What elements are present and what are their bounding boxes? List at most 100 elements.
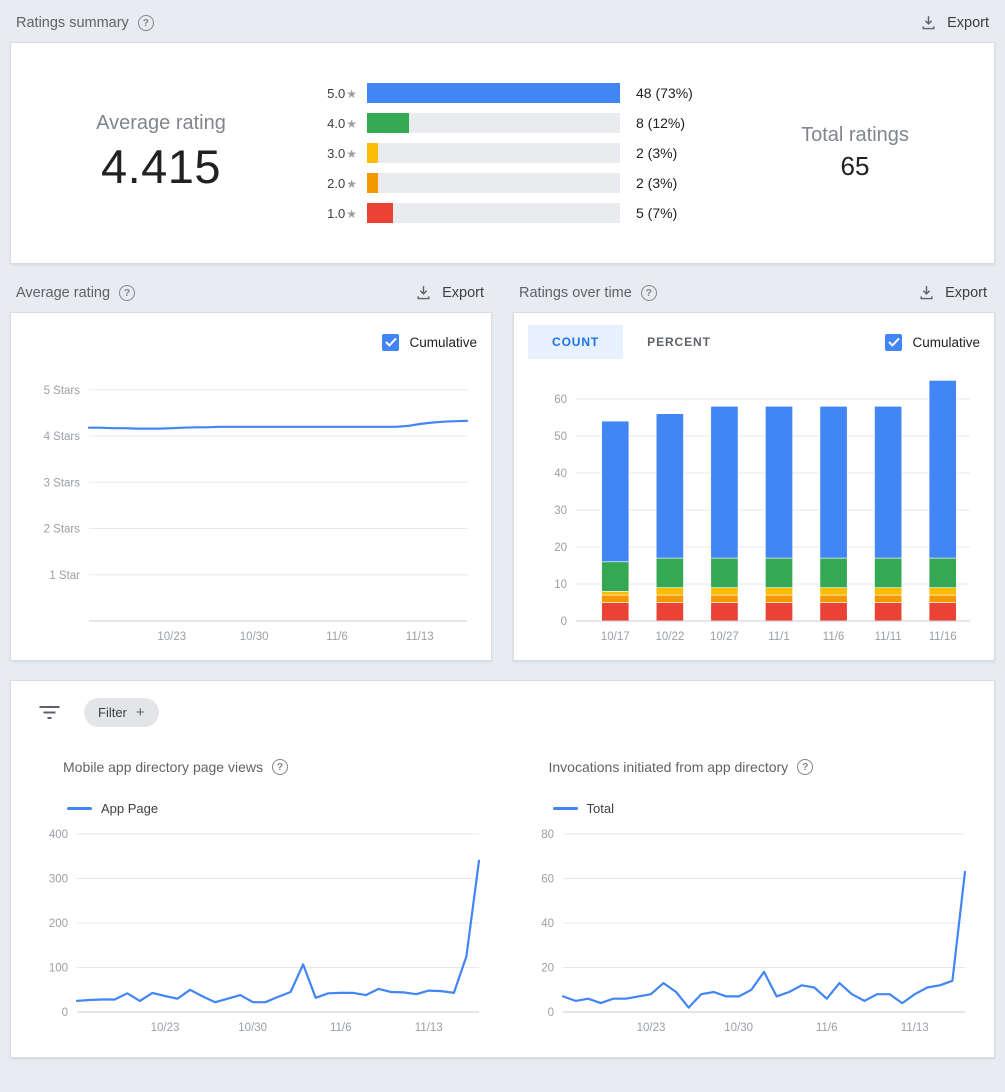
average-rating-label: Average rating bbox=[96, 112, 226, 134]
svg-text:60: 60 bbox=[541, 874, 554, 886]
average-rating-section-title: Average rating bbox=[16, 284, 111, 301]
svg-text:1 Star: 1 Star bbox=[49, 570, 80, 582]
export-button[interactable]: Export bbox=[415, 284, 484, 301]
star-level-label: 5.0★ bbox=[327, 85, 357, 101]
average-rating-value: 4.415 bbox=[100, 140, 222, 193]
svg-text:11/6: 11/6 bbox=[330, 1022, 352, 1034]
ratings-over-time-card: COUNT PERCENT Cumulative 0 10 20 30 40 50 60 10… bbox=[513, 312, 995, 661]
rating-bar-track bbox=[367, 83, 620, 103]
page-views-legend: App Page bbox=[67, 801, 485, 816]
star-level-label: 2.0★ bbox=[327, 175, 357, 191]
svg-text:0: 0 bbox=[547, 1007, 553, 1019]
svg-text:40: 40 bbox=[541, 918, 554, 930]
distribution-row: 2.0★ 2 (3%) bbox=[311, 173, 716, 193]
cumulative-label: Cumulative bbox=[409, 334, 477, 350]
page-views-legend-label: App Page bbox=[101, 801, 159, 816]
svg-text:11/1: 11/1 bbox=[768, 631, 790, 643]
export-button[interactable]: Export bbox=[920, 14, 989, 31]
svg-text:11/13: 11/13 bbox=[415, 1022, 443, 1034]
download-icon bbox=[417, 286, 430, 300]
svg-text:11/11: 11/11 bbox=[875, 631, 902, 643]
star-icon: ★ bbox=[346, 146, 357, 161]
middle-charts-row: Average rating ? Export Cumulat bbox=[10, 270, 995, 661]
svg-text:11/16: 11/16 bbox=[929, 631, 957, 643]
svg-text:100: 100 bbox=[49, 963, 68, 975]
star-icon: ★ bbox=[346, 116, 357, 131]
help-icon[interactable]: ? bbox=[137, 14, 154, 31]
download-icon bbox=[922, 16, 935, 30]
cumulative-label: Cumulative bbox=[912, 334, 980, 350]
page-views-line-chart: 0 100 200 300 400 10/23 10/30 11/6 11/13 bbox=[49, 829, 481, 1034]
rating-bar-fill bbox=[367, 143, 378, 163]
rating-count-label: 5 (7%) bbox=[636, 205, 678, 221]
svg-text:5 Stars: 5 Stars bbox=[44, 385, 81, 397]
ratings-over-time-header: Ratings over time ? Export bbox=[513, 270, 995, 312]
rating-bar-fill bbox=[367, 203, 394, 223]
svg-text:10/23: 10/23 bbox=[636, 1022, 665, 1034]
svg-text:11/6: 11/6 bbox=[326, 631, 348, 643]
distribution-list: 5.0★ 48 (73%) 4.0★ 8 (12%) 3.0★ 2 (3%) 2.0★ 2 (… bbox=[311, 73, 716, 233]
invocations-line-chart: 0 20 40 60 80 10/23 10/30 11/6 11/13 bbox=[541, 829, 966, 1034]
filter-row: Filter + bbox=[11, 681, 994, 735]
svg-text:30: 30 bbox=[554, 505, 567, 517]
total-ratings-label: Total ratings bbox=[801, 124, 909, 146]
directory-metrics-card: Filter + Mobile app directory page views… bbox=[10, 680, 995, 1058]
distribution-row: 3.0★ 2 (3%) bbox=[311, 143, 716, 163]
ratings-summary-header: Ratings summary ? Export bbox=[0, 0, 1005, 42]
star-level-label: 4.0★ bbox=[327, 115, 357, 131]
rating-bar-track bbox=[367, 173, 620, 193]
total-ratings-value: 65 bbox=[840, 151, 870, 181]
distribution-row: 5.0★ 48 (73%) bbox=[311, 83, 716, 103]
star-icon: ★ bbox=[346, 176, 357, 191]
svg-text:2 Stars: 2 Stars bbox=[44, 524, 81, 536]
rating-count-label: 48 (73%) bbox=[636, 85, 693, 101]
help-icon[interactable]: ? bbox=[272, 759, 288, 775]
count-percent-tabs: COUNT PERCENT bbox=[528, 325, 735, 359]
svg-text:11/13: 11/13 bbox=[406, 631, 434, 643]
average-rating-block: Average rating 4.415 bbox=[11, 112, 311, 194]
cumulative-checkbox[interactable] bbox=[885, 333, 903, 351]
cumulative-checkbox[interactable] bbox=[382, 333, 400, 351]
legend-line-icon bbox=[552, 807, 578, 810]
svg-text:20: 20 bbox=[541, 963, 554, 975]
ratings-over-time-column: Ratings over time ? Export COUNT PERCENT bbox=[513, 270, 995, 661]
rating-count-label: 8 (12%) bbox=[636, 115, 686, 131]
svg-text:11/13: 11/13 bbox=[900, 1022, 928, 1034]
svg-text:0: 0 bbox=[561, 616, 567, 628]
help-icon[interactable]: ? bbox=[119, 284, 136, 301]
rating-bar-fill bbox=[367, 173, 378, 193]
bottom-charts-row: Mobile app directory page views ? App Pa… bbox=[11, 735, 994, 1053]
plus-icon: + bbox=[135, 704, 145, 721]
rating-bar-track bbox=[367, 113, 620, 133]
svg-text:10/27: 10/27 bbox=[710, 631, 739, 643]
check-icon bbox=[888, 337, 900, 347]
invocations-chart-block: Invocations initiated from app directory… bbox=[503, 749, 989, 1053]
export-button[interactable]: Export bbox=[918, 284, 987, 301]
average-rating-line-chart: 5 Stars 4 Stars 3 Stars 2 Stars 1 Star 10/23 1… bbox=[44, 385, 469, 643]
help-icon[interactable]: ? bbox=[797, 759, 814, 775]
distribution-row: 1.0★ 5 (7%) bbox=[311, 203, 716, 223]
average-rating-column: Average rating ? Export Cumulat bbox=[10, 270, 492, 661]
download-icon bbox=[920, 286, 933, 300]
svg-text:20: 20 bbox=[554, 542, 567, 554]
export-label: Export bbox=[947, 14, 989, 31]
svg-text:10/30: 10/30 bbox=[238, 1022, 267, 1034]
filter-add-chip[interactable]: Filter + bbox=[84, 698, 159, 727]
svg-text:10/23: 10/23 bbox=[151, 1022, 180, 1034]
ratings-summary-title: Ratings summary bbox=[16, 14, 129, 31]
export-label: Export bbox=[442, 284, 484, 301]
star-level-label: 3.0★ bbox=[327, 145, 357, 161]
svg-text:10/22: 10/22 bbox=[655, 631, 684, 643]
invocations-legend-label: Total bbox=[586, 801, 614, 816]
tab-percent[interactable]: PERCENT bbox=[647, 335, 711, 349]
svg-text:10/30: 10/30 bbox=[724, 1022, 753, 1034]
filter-icon[interactable] bbox=[39, 705, 60, 720]
rating-count-label: 2 (3%) bbox=[636, 175, 678, 191]
svg-text:400: 400 bbox=[49, 829, 68, 841]
tab-count[interactable]: COUNT bbox=[528, 325, 624, 359]
svg-text:50: 50 bbox=[554, 431, 567, 443]
rating-count-label: 2 (3%) bbox=[636, 145, 678, 161]
check-icon bbox=[385, 337, 397, 347]
help-icon[interactable]: ? bbox=[640, 284, 657, 301]
page-views-chart-block: Mobile app directory page views ? App Pa… bbox=[17, 749, 503, 1053]
